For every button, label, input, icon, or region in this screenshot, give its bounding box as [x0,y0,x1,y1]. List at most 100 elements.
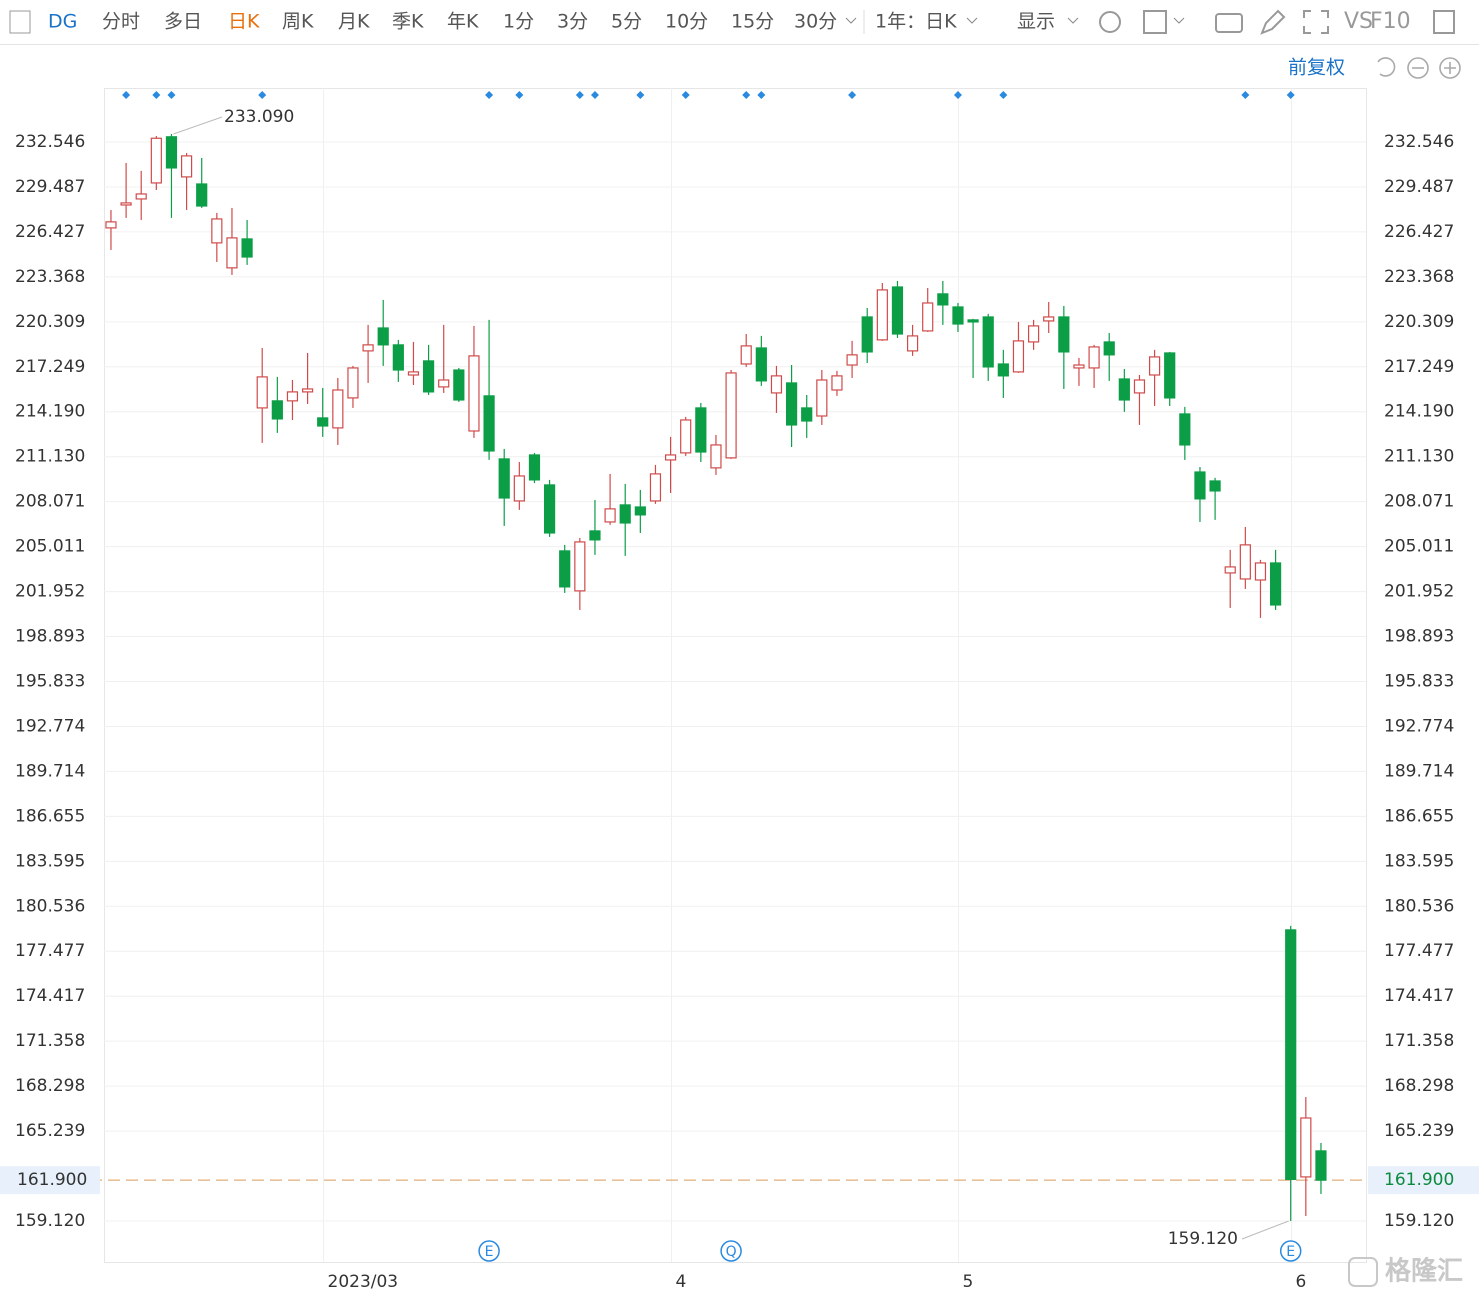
candle-body [1254,562,1267,581]
adjust-link[interactable]: 前复权 [1288,57,1345,79]
y2-tick-label: 208.071 [1384,492,1454,512]
y-tick-label: 198.893 [15,627,85,647]
y-tick-label: 177.477 [15,941,85,961]
candle-body [226,237,238,269]
candle-body [241,238,253,258]
layout-icon[interactable] [1143,10,1167,34]
period-tab[interactable]: 多日 [164,11,202,33]
candle-body [604,508,616,523]
period-tab[interactable]: 3分 [557,11,588,33]
period-tab[interactable]: 日K [228,11,260,33]
period-tab[interactable]: 5分 [611,11,642,33]
candle-body [755,347,767,382]
y-tick-label: 217.249 [15,357,85,377]
y2-tick-label: 189.714 [1384,761,1454,781]
period-tab[interactable]: 年K [447,11,479,33]
candle-body [1164,352,1176,399]
y-tick-label: 226.427 [15,222,85,242]
event-dot [258,91,267,99]
event-dot [848,91,857,99]
pen-icon[interactable] [1260,9,1286,35]
candle-body [891,286,904,335]
chevron [845,17,857,24]
period-tab[interactable]: 1分 [503,11,534,33]
candle-body [483,395,495,452]
candle-body [1103,341,1115,356]
period-tab[interactable]: 15分 [731,11,774,33]
candle-body [619,504,631,524]
last-price-box [1368,1166,1479,1195]
candle-body [982,316,994,368]
last-price-label: 161.900 [1384,1170,1454,1190]
candle-body [1269,562,1282,606]
event-badge[interactable] [478,1240,500,1262]
candle-body [528,454,541,481]
zoom-in[interactable] [1439,57,1461,79]
y-tick-label: 195.833 [15,671,85,691]
event-badge[interactable] [720,1240,742,1262]
y2-tick-label: 232.546 [1384,132,1454,152]
candle-body [589,530,601,541]
candle-body [876,289,888,341]
y2-tick-label: 159.120 [1384,1211,1454,1231]
candle-body [1073,364,1085,369]
candle-body [271,400,283,420]
candle-body [770,375,783,394]
event-dot [167,91,176,99]
chevron [1173,17,1185,24]
y2-tick-label: 201.952 [1384,582,1454,602]
zoom-out[interactable] [1407,57,1429,79]
display-select[interactable]: 显示 [1017,11,1055,33]
y-tick-label: 232.546 [15,132,85,152]
event-badge[interactable] [1279,1240,1302,1262]
fullscreen-icon[interactable] [1303,10,1329,34]
candle-body [831,375,843,391]
candle-body [513,475,525,502]
event-dot [575,91,584,99]
sidebar-icon[interactable] [9,10,31,34]
min-leader [1241,1220,1289,1240]
candle-body [211,218,223,244]
plot-frame [104,88,1367,1263]
y2-tick-label: 214.190 [1384,402,1454,422]
candle-body [120,202,132,206]
settings-icon[interactable] [1099,11,1121,33]
candle-body [377,327,389,346]
vs-button[interactable]: VS [1344,9,1373,34]
candle-body [846,354,858,366]
x-tick-label: 5 [963,1272,974,1292]
y2-tick-label: 165.239 [1384,1121,1454,1141]
event-dot [999,91,1008,99]
candle-body [301,388,314,393]
period-tab[interactable]: 30分 [794,11,837,33]
candle-body [710,444,722,469]
panel-icon[interactable] [1433,10,1455,34]
period-tab[interactable]: 周K [282,11,314,33]
x-tick-label: 2023/03 [328,1272,399,1292]
period-tab[interactable]: 10分 [665,11,708,33]
f10-button[interactable]: F10 [1370,9,1411,34]
camera-icon[interactable] [1215,13,1243,33]
y2-tick-label: 220.309 [1384,312,1454,332]
period-tab[interactable]: 分时 [102,11,140,33]
y-tick-label: 211.130 [15,447,85,467]
period-tab[interactable]: 季K [392,11,424,33]
y2-tick-label: 168.298 [1384,1076,1454,1096]
candle-body [286,391,299,402]
y-tick-label: 214.190 [15,402,85,422]
y2-tick-label: 180.536 [1384,896,1454,916]
period-tab[interactable]: 月K [338,11,370,33]
candle-body [1315,1150,1327,1181]
candle-body [1224,566,1236,574]
symbol[interactable]: DG [48,11,77,33]
y2-tick-label: 183.595 [1384,851,1454,871]
event-dot [1241,91,1250,99]
candle-body [1179,413,1191,446]
candle-body [740,345,752,365]
reset-icon[interactable] [1377,57,1396,77]
event-dot [757,91,766,99]
candle-body [695,407,707,453]
candle-body [392,344,404,371]
event-dot [681,91,690,99]
range-select[interactable]: 1年：日K [875,11,957,33]
